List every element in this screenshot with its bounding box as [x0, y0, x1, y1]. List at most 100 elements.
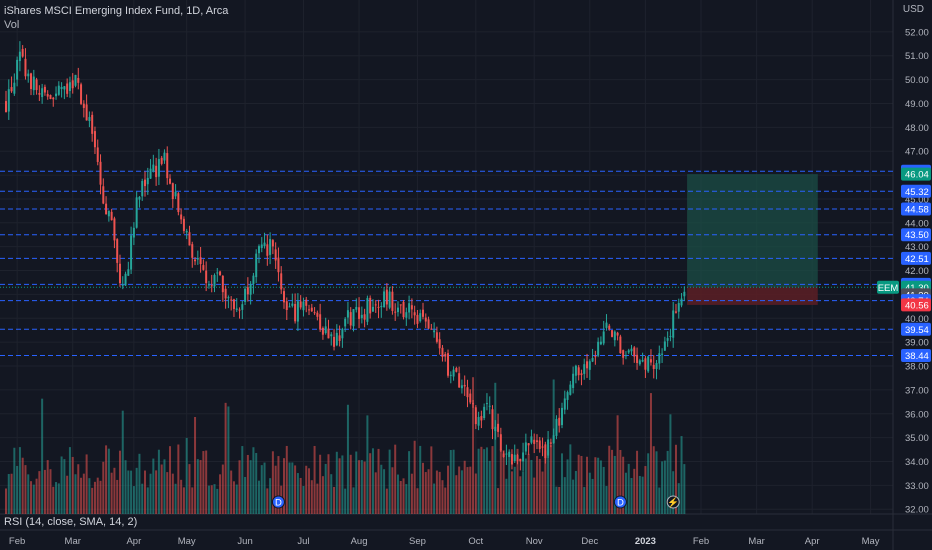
- candle-body: [541, 446, 544, 448]
- volume-bar: [555, 486, 558, 514]
- dividend-marker[interactable]: D: [613, 495, 627, 509]
- volume-bar: [552, 379, 555, 514]
- candle-body: [177, 193, 180, 213]
- candle-body: [277, 257, 280, 273]
- rsi-indicator-label[interactable]: RSI (14, close, SMA, 14, 2): [4, 516, 138, 528]
- symbol-badge: EEM: [877, 280, 899, 294]
- price-tick-label: 34.00: [905, 457, 929, 468]
- candle-body: [394, 311, 397, 313]
- volume-bar: [188, 464, 191, 514]
- candle-body: [255, 253, 258, 278]
- volume-bar: [433, 483, 436, 514]
- candle-body: [555, 418, 558, 436]
- price-tick-label: 37.00: [905, 385, 929, 396]
- volume-bar: [299, 477, 302, 514]
- dividend-label: D: [617, 498, 624, 509]
- volume-bar: [10, 473, 13, 514]
- volume-bar: [491, 446, 494, 514]
- volume-bar: [661, 461, 664, 514]
- volume-bar: [244, 476, 247, 514]
- candle-body: [683, 291, 686, 297]
- candle-body: [396, 307, 399, 313]
- candle-body: [516, 454, 519, 461]
- volume-bar: [658, 487, 661, 514]
- volume-bar: [435, 470, 438, 514]
- volume-bar: [483, 449, 486, 514]
- dividend-marker[interactable]: D: [271, 495, 285, 509]
- volume-bar: [388, 449, 391, 514]
- candle-body: [483, 406, 486, 419]
- volume-bar: [5, 488, 7, 514]
- candle-body: [655, 363, 658, 369]
- candle-body: [216, 272, 219, 274]
- candle-body: [252, 275, 255, 285]
- volume-bar: [43, 469, 46, 514]
- candle-body: [18, 51, 21, 62]
- volume-bar: [107, 448, 110, 514]
- volume-bar: [666, 450, 669, 514]
- candle-body: [602, 331, 605, 344]
- dividend-icon: [271, 495, 285, 509]
- candle-body: [605, 322, 608, 328]
- candle-body: [171, 183, 174, 200]
- candle-body: [399, 304, 402, 306]
- candle-body: [574, 365, 577, 376]
- volume-bar: [644, 466, 647, 514]
- candle-body: [219, 271, 222, 276]
- volume-bar: [516, 448, 519, 514]
- volume-bar: [152, 458, 155, 514]
- volume-bar: [633, 468, 636, 514]
- volume-bar: [624, 472, 627, 514]
- volume-bar: [599, 460, 602, 514]
- candle-body: [508, 451, 511, 457]
- candle-body: [458, 373, 461, 388]
- symbol-title[interactable]: iShares MSCI Emerging Index Fund, 1D, Ar…: [4, 5, 229, 17]
- volume-bar: [452, 449, 455, 514]
- candle-body: [160, 157, 163, 164]
- volume-bar: [74, 474, 77, 514]
- volume-bar: [530, 459, 533, 514]
- volume-bar: [52, 486, 55, 514]
- volume-bar: [330, 474, 333, 514]
- candle-body: [269, 239, 272, 255]
- volume-bar: [374, 472, 377, 514]
- price-tag-bg: [901, 349, 931, 363]
- candle-body: [338, 335, 341, 342]
- candle-body: [313, 312, 316, 314]
- volume-bar: [63, 459, 66, 514]
- volume-bar: [422, 462, 424, 514]
- volume-bar: [277, 456, 280, 514]
- candle-body: [88, 117, 91, 122]
- volume-bar: [341, 455, 344, 514]
- candle-body: [586, 361, 589, 369]
- candle-body: [46, 94, 49, 97]
- volume-bar: [510, 471, 513, 514]
- candle-body: [288, 306, 291, 308]
- candle-body: [663, 341, 666, 351]
- candle-body: [82, 103, 85, 108]
- volume-bar: [113, 467, 116, 514]
- candle-body: [597, 341, 600, 356]
- volume-bar: [18, 447, 21, 514]
- time-tick-label: Feb: [693, 536, 709, 547]
- volume-bar: [460, 470, 463, 514]
- volume-bar: [180, 479, 183, 514]
- candle-body: [182, 218, 185, 231]
- price-tick-label: 45.00: [905, 194, 929, 205]
- candle-body: [149, 168, 152, 179]
- candle-body: [611, 330, 614, 337]
- candle-body: [185, 230, 188, 233]
- price-tick-label: 51.00: [905, 51, 929, 62]
- volume-bar: [577, 454, 580, 514]
- volume-bar: [7, 474, 10, 514]
- volume-bar: [371, 448, 374, 514]
- volume-bar: [138, 453, 141, 514]
- candle-body: [644, 358, 647, 370]
- candle-body: [591, 357, 594, 362]
- earnings-marker[interactable]: ⚡: [666, 495, 680, 509]
- volume-bar: [313, 445, 316, 514]
- candle-body: [444, 354, 447, 357]
- volume-bar: [27, 474, 30, 514]
